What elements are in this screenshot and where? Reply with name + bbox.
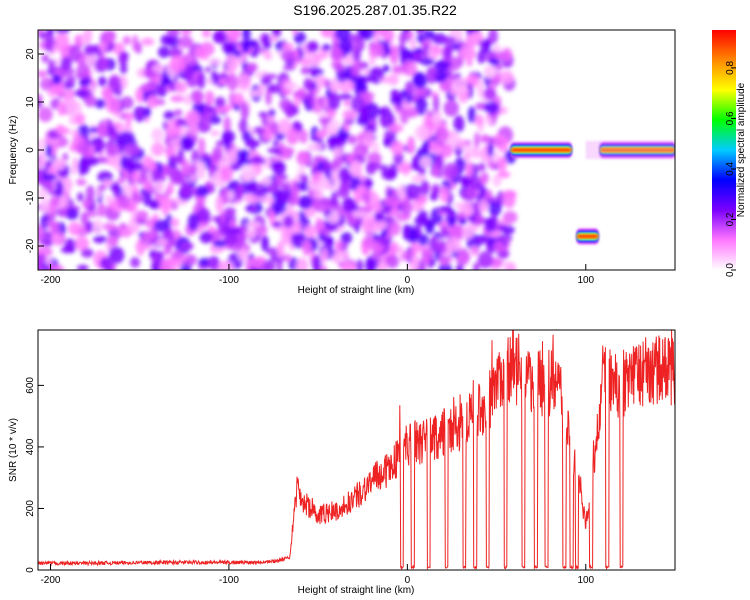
snr-x-tick: 0 — [405, 575, 411, 586]
colorbar — [712, 30, 736, 270]
snr-y-tick: 200 — [25, 500, 36, 517]
heatmap-x-tick: 100 — [577, 275, 594, 286]
heatmap-y-tick: 20 — [25, 48, 36, 60]
heatmap-x-axis-label: Height of straight line (km) — [298, 285, 415, 296]
faint-band — [585, 141, 675, 159]
snr-y-tick: 600 — [25, 377, 36, 394]
colorbar-tick: 0.6 — [725, 111, 736, 125]
snr-x-tick: -200 — [40, 575, 60, 586]
colorbar-tick: 0.0 — [725, 263, 736, 277]
snr-x-tick: -100 — [219, 575, 239, 586]
snr-frame — [37, 329, 676, 571]
snr-plot — [38, 330, 675, 570]
snr-y-axis-label: SNR (10 * v/v) — [8, 418, 19, 482]
heatmap-y-tick: 10 — [25, 96, 36, 108]
heatmap-x-tick: -200 — [40, 275, 60, 286]
heatmap-y-tick: -20 — [25, 238, 36, 253]
colorbar-tick: 0.2 — [725, 212, 736, 226]
heatmap-x-tick: 0 — [405, 275, 411, 286]
snr-x-tick: 100 — [577, 575, 594, 586]
carrier-band — [510, 142, 572, 158]
offset-signal-band — [576, 228, 599, 245]
heatmap-y-tick: 0 — [25, 147, 36, 153]
snr-x-axis-label: Height of straight line (km) — [298, 585, 415, 596]
snr-series-line — [38, 330, 675, 570]
colorbar-tick: 0.4 — [725, 162, 736, 176]
figure-title: S196.2025.287.01.35.R22 — [293, 2, 457, 18]
snr-y-tick: 400 — [25, 438, 36, 455]
colorbar-ticks: 0.0 0.2 0.4 0.6 0.8 — [725, 61, 736, 277]
heatmap-x-tick: -100 — [219, 275, 239, 286]
colorbar-label: Normalized spectral amplitude — [736, 82, 747, 217]
snr-ticks: -200 -100 0 100 0 200 400 600 — [25, 377, 595, 586]
colorbar-tick: 0.8 — [725, 61, 736, 75]
noise-field — [38, 30, 518, 270]
heatmap-y-axis-label: Frequency (Hz) — [8, 116, 19, 185]
snr-y-tick: 0 — [25, 567, 36, 573]
heatmap-plot — [38, 30, 675, 270]
heatmap-y-tick: -10 — [25, 190, 36, 205]
